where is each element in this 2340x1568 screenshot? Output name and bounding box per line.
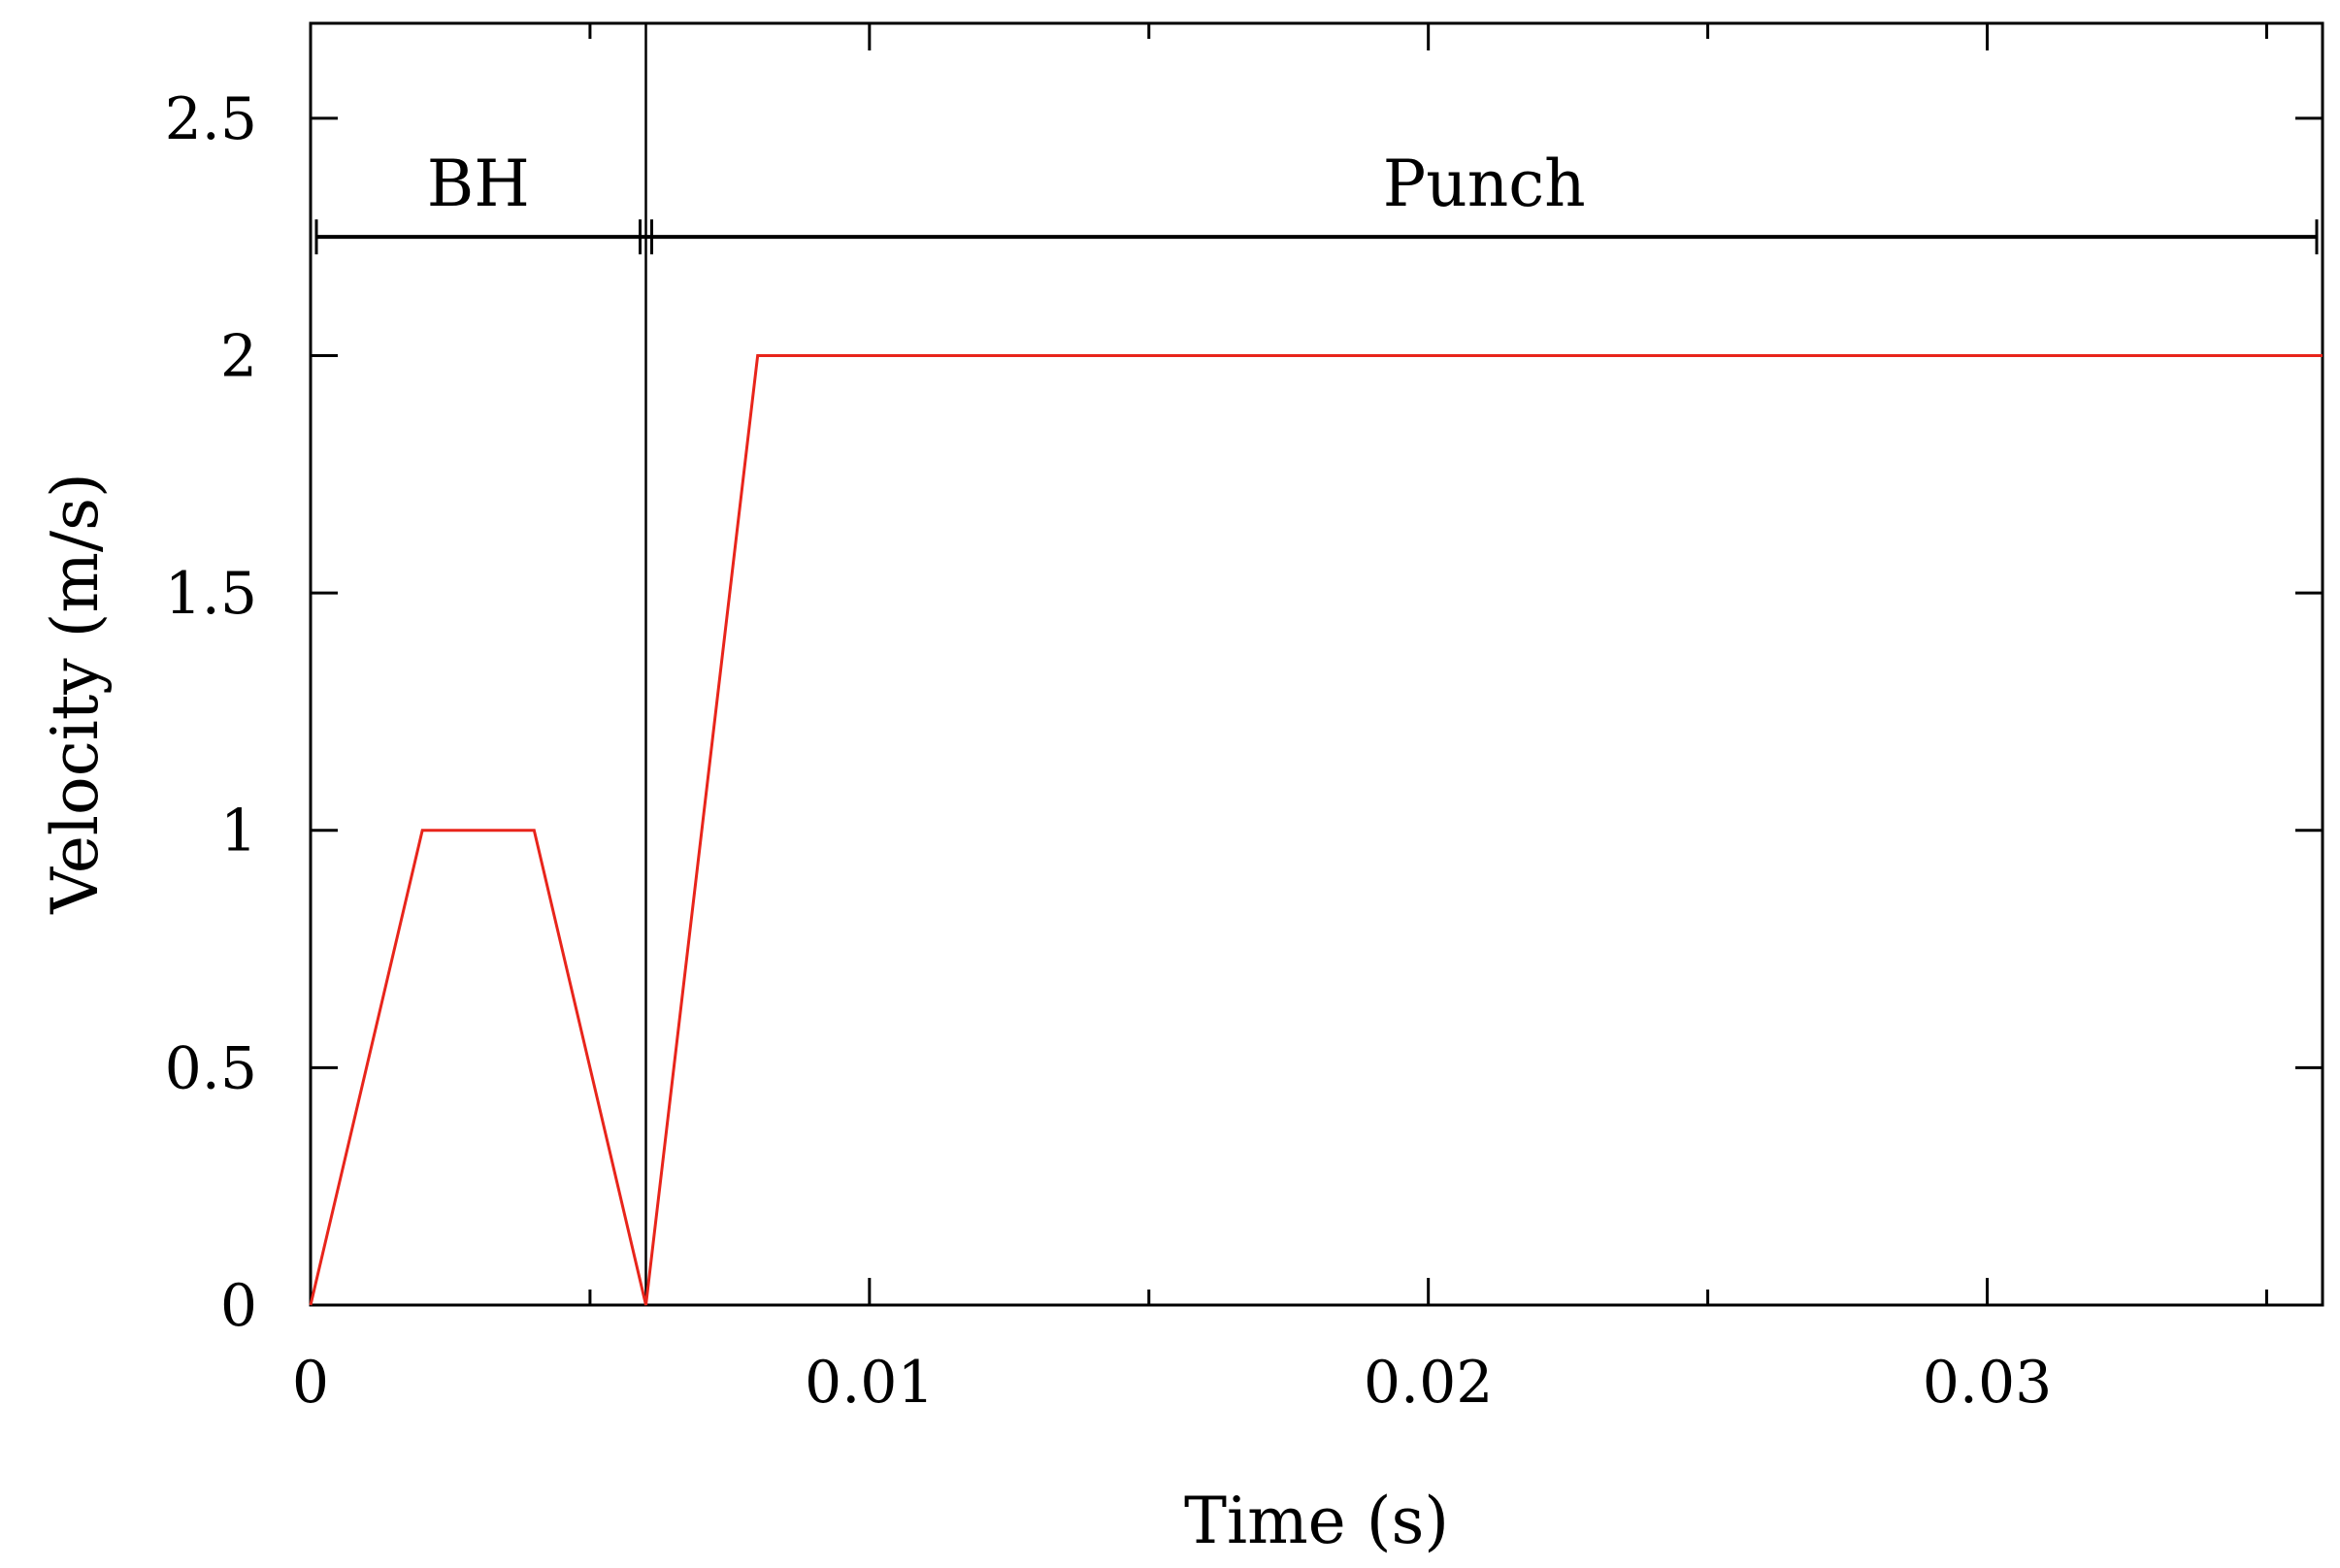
x-axis-ticks: 0 0.01 0.02 0.03 [292, 23, 2268, 1417]
x-tick-label: 0.02 [1364, 1349, 1494, 1417]
y-tick-label: 0 [220, 1272, 257, 1340]
y-tick-label: 2 [220, 322, 257, 390]
x-tick-label: 0.03 [1923, 1349, 2053, 1417]
y-axis-title: Velocity (m/s) [38, 473, 113, 915]
x-tick-label: 0 [292, 1349, 329, 1417]
phase-annotations: BH Punch [314, 23, 2319, 1305]
y-tick-label: 1.5 [165, 560, 257, 628]
y-tick-label: 1 [220, 798, 257, 866]
phase-label: BH [427, 147, 530, 221]
plot-frame [309, 21, 2324, 1307]
plot-border [309, 21, 2324, 1307]
x-axis-title: Time (s) [1184, 1484, 1449, 1558]
x-tick-label: 0.01 [805, 1349, 935, 1417]
y-tick-label: 0.5 [165, 1034, 257, 1102]
phase-label: Punch [1383, 147, 1586, 221]
y-tick-label: 2.5 [165, 85, 257, 153]
series-layer [309, 353, 2324, 1306]
y-axis-ticks: 0 0.5 1 1.5 2 2.5 [165, 85, 2323, 1340]
velocity-series-line [309, 353, 2323, 1306]
